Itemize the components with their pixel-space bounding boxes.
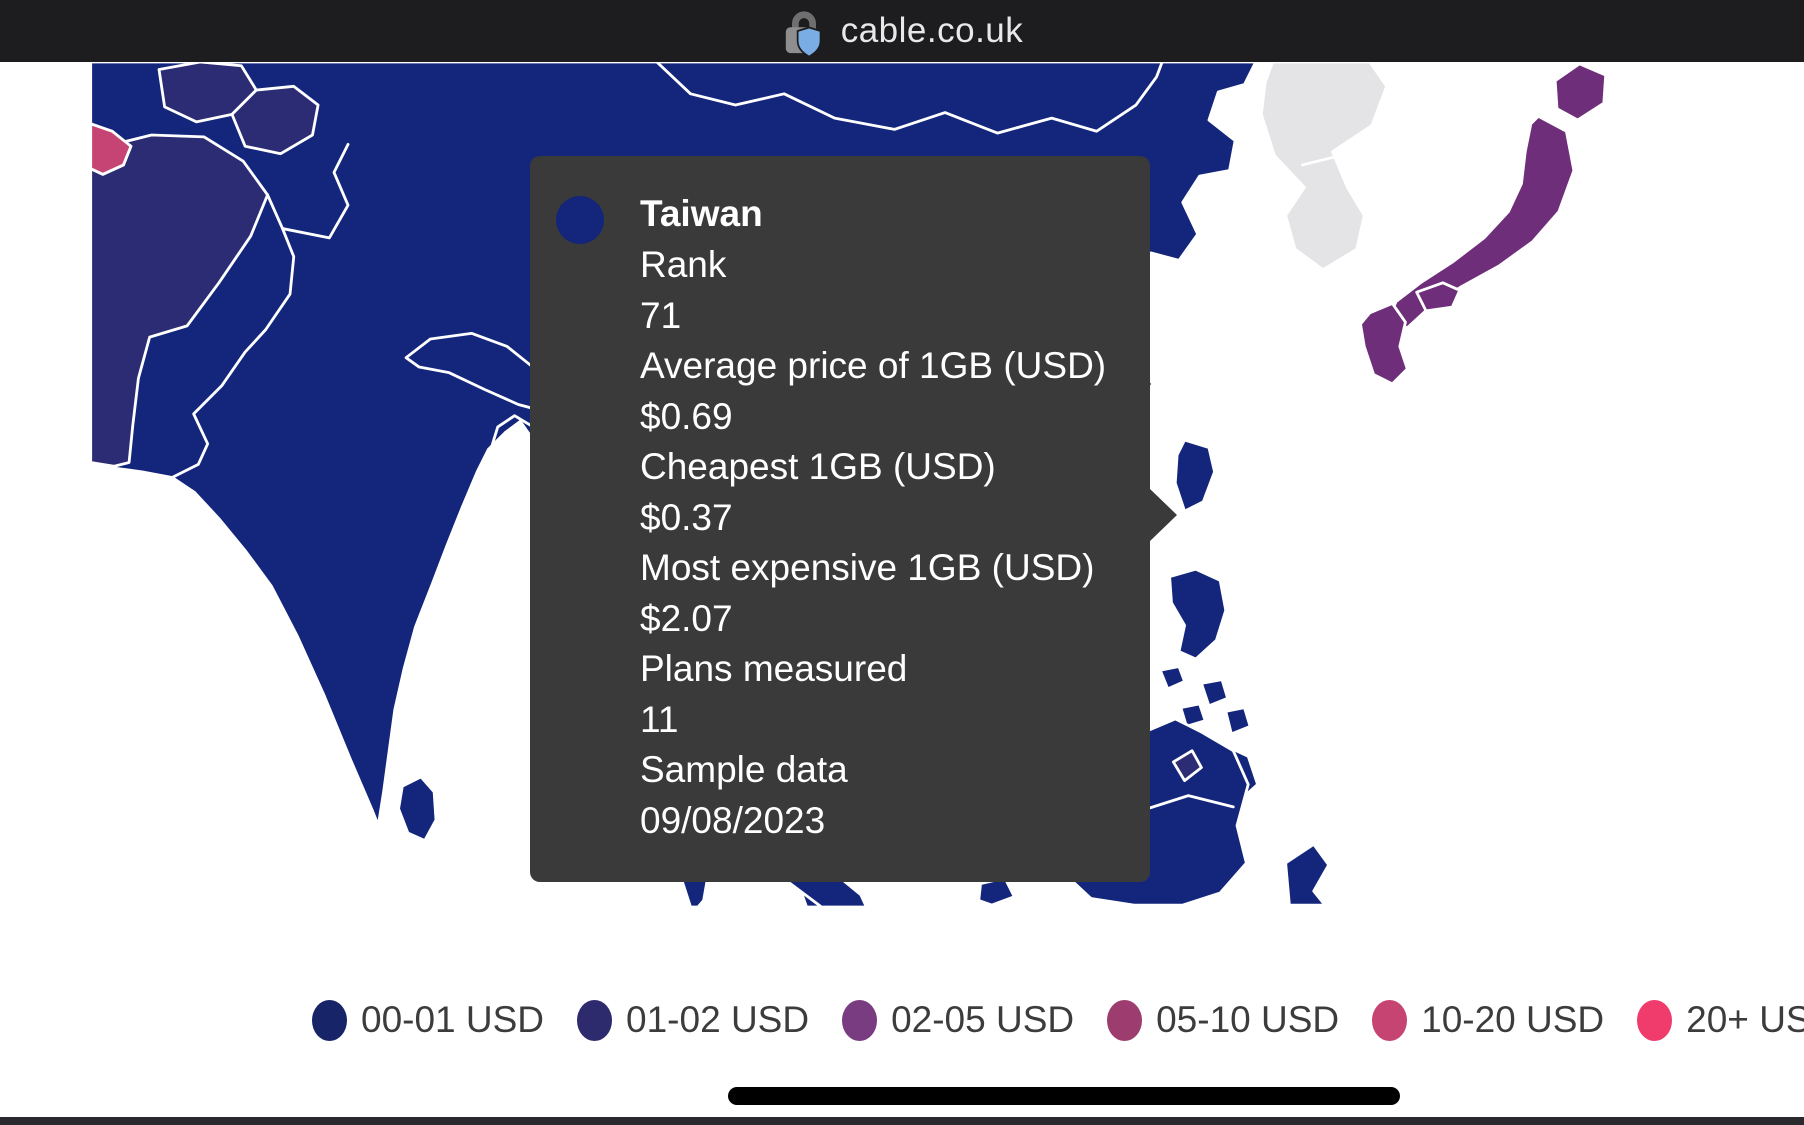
tooltip-pointer (1149, 488, 1177, 542)
tooltip-expensive-label: Most expensive 1GB (USD) (640, 547, 1095, 588)
lock-shield-icon (785, 11, 822, 58)
legend-dot-10-20 (1372, 999, 1408, 1041)
bottom-edge-strip (0, 1117, 1804, 1125)
legend-label: 20+ USD (1686, 999, 1804, 1040)
legend-item-05-10: 05-10 USD (1107, 999, 1339, 1041)
tooltip-expensive-value: $2.07 (640, 597, 733, 639)
tooltip-average-label: Average price of 1GB (USD) (640, 345, 1107, 386)
tooltip-sample-value: 09/08/2023 (640, 799, 826, 841)
legend-item-02-05: 02-05 USD (842, 999, 1074, 1041)
legend-label: 05-10 USD (1156, 999, 1340, 1040)
tooltip-rank-label: Rank (640, 244, 727, 285)
legend-dot-02-05 (842, 999, 878, 1041)
legend-dot-00-01 (312, 999, 347, 1041)
korea-inner-border (1301, 154, 1342, 167)
legend-dot-20-plus (1637, 999, 1673, 1041)
tooltip-plans-value: 11 (640, 698, 679, 740)
tooltip-average-value: $0.69 (640, 395, 733, 437)
legend-label: 00-01 USD (361, 999, 545, 1040)
country-small-island[interactable] (977, 876, 1016, 907)
page-title: cable.co.uk (840, 11, 1024, 50)
tooltip-cheapest-label: Cheapest 1GB (USD) (640, 446, 996, 487)
country-sulawesi[interactable] (1284, 842, 1331, 907)
legend-dot-05-10 (1107, 999, 1143, 1041)
legend-label: 02-05 USD (891, 999, 1075, 1040)
country-borders (170, 62, 1164, 479)
legend-item-01-02: 01-02 USD (577, 999, 809, 1041)
country-korea[interactable] (1259, 62, 1389, 272)
tooltip-plans-label: Plans measured (640, 648, 908, 689)
country-taiwan[interactable] (1173, 438, 1216, 513)
tooltip-sample-label: Sample data (640, 749, 848, 790)
legend-label: 10-20 USD (1421, 999, 1605, 1040)
home-indicator[interactable] (728, 1087, 1400, 1105)
tooltip-rank-value: 71 (640, 294, 682, 336)
legend-item-10-20: 10-20 USD (1372, 999, 1604, 1041)
legend-item-00-01: 00-01 USD (312, 999, 544, 1041)
tooltip-country-marker (556, 196, 604, 244)
tooltip-country-name: Taiwan (640, 193, 763, 234)
country-sri-lanka[interactable] (397, 775, 438, 842)
legend-item-20-plus: 20+ USD (1637, 999, 1804, 1041)
price-legend: 00-01 USD 01-02 USD 02-05 USD 05-10 USD … (312, 997, 1804, 1043)
country-central-asia-2[interactable] (230, 84, 320, 156)
country-japan[interactable] (1359, 62, 1608, 386)
tooltip-cheapest-value: $0.37 (640, 496, 733, 538)
legend-dot-01-02 (577, 999, 613, 1041)
browser-top-bar: cable.co.uk (0, 0, 1804, 62)
legend-label: 01-02 USD (626, 999, 810, 1040)
map-tooltip: Taiwan Rank 71 Average price of 1GB (USD… (530, 156, 1177, 882)
country-pink-left[interactable] (89, 122, 133, 176)
country-brunei[interactable] (1171, 749, 1203, 783)
